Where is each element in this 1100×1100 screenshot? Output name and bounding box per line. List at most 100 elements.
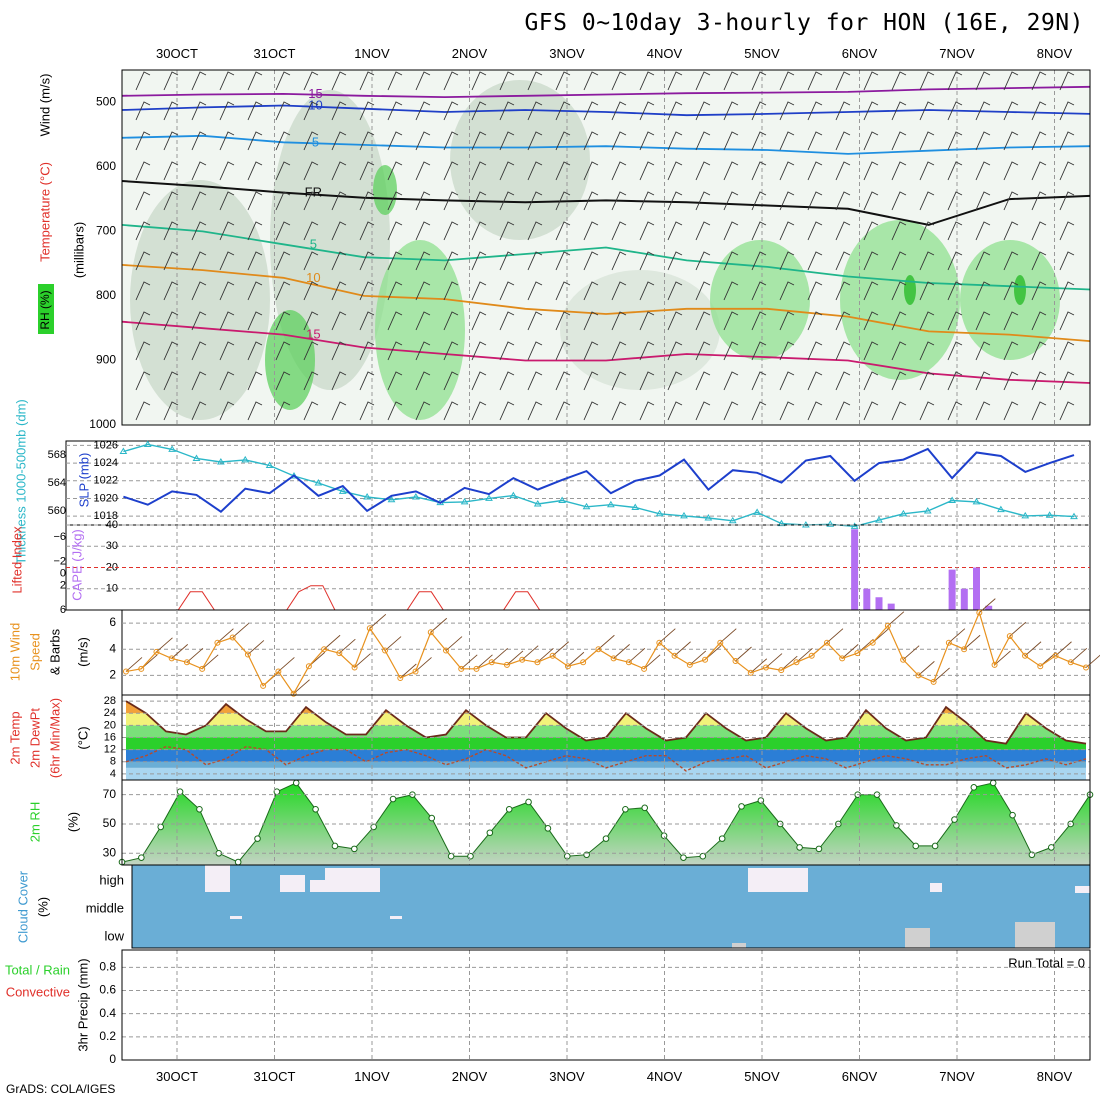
wind-barb: [628, 647, 646, 663]
cloud-patch: [930, 883, 942, 892]
wind-barb: [471, 371, 487, 391]
wind-barb: [891, 221, 907, 241]
wind-barb: [667, 401, 683, 421]
wind-barb: [835, 101, 851, 121]
wind-barb: [947, 131, 963, 151]
wind-barb: [750, 658, 768, 674]
wind-barb: [891, 101, 907, 121]
wind-barb: [723, 71, 739, 91]
wind-barb: [278, 657, 295, 672]
wind-barb: [807, 161, 823, 181]
wind-barb: [303, 131, 319, 151]
wind-barb: [863, 101, 879, 121]
wind-barb: [1059, 71, 1075, 91]
wind-barb: [695, 191, 711, 211]
thickness-point: [1021, 511, 1030, 519]
wind-barb: [1031, 191, 1047, 211]
wind-barb: [779, 161, 795, 181]
li-tick-label: 0: [60, 567, 66, 579]
wind-barb: [527, 161, 543, 181]
rh-shading: [375, 240, 465, 420]
x-tick-label-top: 7NOV: [939, 46, 975, 61]
wind-barb: [835, 191, 851, 211]
wind-barb: [667, 251, 683, 271]
wind-barb: [723, 161, 739, 181]
wind-barb: [723, 191, 739, 211]
wind-barb: [948, 628, 966, 644]
thickness-point: [948, 496, 957, 503]
isotherm-line: [121, 224, 1091, 291]
wind-barb: [331, 71, 347, 91]
cloud-patch: [325, 868, 380, 892]
wind-barb: [639, 281, 655, 301]
wind-barb: [723, 401, 739, 421]
wind-barb: [723, 341, 739, 361]
wind-legend-label: Wind (m/s): [37, 74, 52, 137]
wind-speed-point: [443, 647, 449, 654]
wind-barb: [135, 131, 151, 151]
precip-tick-label: 0: [109, 1052, 116, 1066]
wind-barb: [1059, 251, 1075, 271]
cape-bar: [960, 588, 968, 610]
wind-barb: [521, 645, 539, 661]
wind-speed-point: [610, 655, 617, 662]
wind-barb: [135, 191, 151, 211]
wind-barb: [863, 221, 879, 241]
wind-barb: [219, 371, 235, 391]
cape-bar: [973, 567, 980, 610]
wind-barb: [613, 644, 630, 659]
wind-barb: [415, 251, 431, 271]
wind-barb: [807, 71, 823, 91]
wind-barb: [476, 654, 493, 670]
wind-tick-label: 4: [109, 641, 116, 655]
wind-speed-point: [778, 667, 785, 674]
dewpoint-line: [125, 745, 1087, 772]
rh-axis-label-2: (%): [65, 812, 80, 832]
rh-point: [525, 798, 532, 806]
wind-barb: [303, 281, 319, 301]
wind-speed-point: [473, 665, 480, 672]
wind-barb: [303, 101, 319, 121]
wind-barb: [1031, 341, 1047, 361]
wind-barb: [499, 191, 515, 211]
wind-barb: [891, 131, 907, 151]
wind-speed-point: [747, 669, 754, 676]
isotherm-label: -10: [304, 98, 323, 113]
thickness-point: [265, 461, 274, 468]
cloud-patch: [230, 916, 242, 919]
isotherm-label: -5: [308, 134, 320, 149]
wind-barb: [191, 341, 207, 361]
wind-barb: [443, 311, 459, 331]
wind-barb: [933, 667, 950, 683]
wind-barb: [331, 311, 347, 331]
li-tick-label: 6: [60, 604, 66, 616]
rh-point: [176, 788, 184, 796]
wind-speed-point: [275, 668, 282, 675]
wind-speed-point: [564, 663, 571, 670]
wind-barb: [891, 161, 907, 181]
wind-barb: [219, 161, 235, 181]
wind-speed-point: [153, 648, 160, 655]
wind-barb: [443, 251, 459, 271]
wind-barb: [947, 371, 963, 391]
wind-barb: [275, 161, 291, 181]
wind-barb: [583, 161, 599, 181]
thickness-point: [777, 519, 786, 527]
wind-barb: [918, 661, 935, 676]
thickness-point: [996, 505, 1005, 513]
wind-barb: [331, 191, 347, 211]
wind-barb: [1003, 161, 1019, 181]
slp-tick-label: 1018: [94, 510, 118, 522]
wind-barb: [583, 371, 599, 391]
wind-barb: [359, 221, 375, 241]
rh-shading: [840, 220, 960, 380]
wind-barb: [667, 281, 683, 301]
thickness-point: [1045, 511, 1054, 518]
wind-barb: [443, 281, 459, 301]
wind-barb: [583, 131, 599, 151]
wind-barb: [583, 191, 599, 211]
wind-barb: [975, 221, 991, 241]
wind-speed-point: [641, 665, 648, 672]
wind-barb: [695, 251, 711, 271]
wind-barb: [499, 341, 515, 361]
